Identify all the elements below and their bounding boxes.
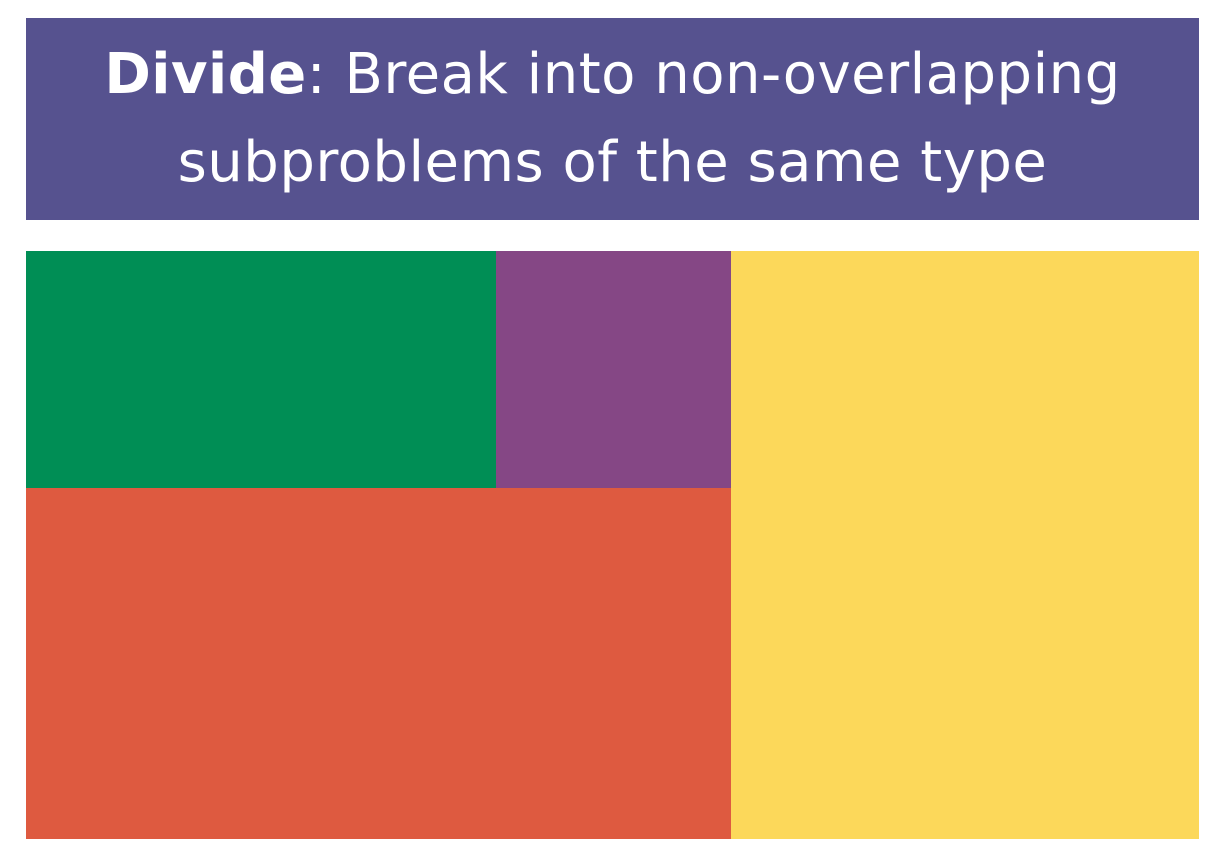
subproblem-block-green <box>26 251 496 488</box>
title-separator: : <box>306 42 327 107</box>
subproblem-block-purple <box>496 251 731 488</box>
title-line-1-text: Break into non-overlapping <box>344 42 1121 107</box>
title-banner: Divide: Break into non-overlapping subpr… <box>26 18 1199 220</box>
subproblem-block-red <box>26 488 731 839</box>
title-line-1: Divide: Break into non-overlapping <box>104 31 1120 119</box>
title-line-2: subproblems of the same type <box>177 130 1048 195</box>
subproblem-block-yellow <box>731 251 1199 839</box>
title-keyword: Divide <box>104 42 307 107</box>
